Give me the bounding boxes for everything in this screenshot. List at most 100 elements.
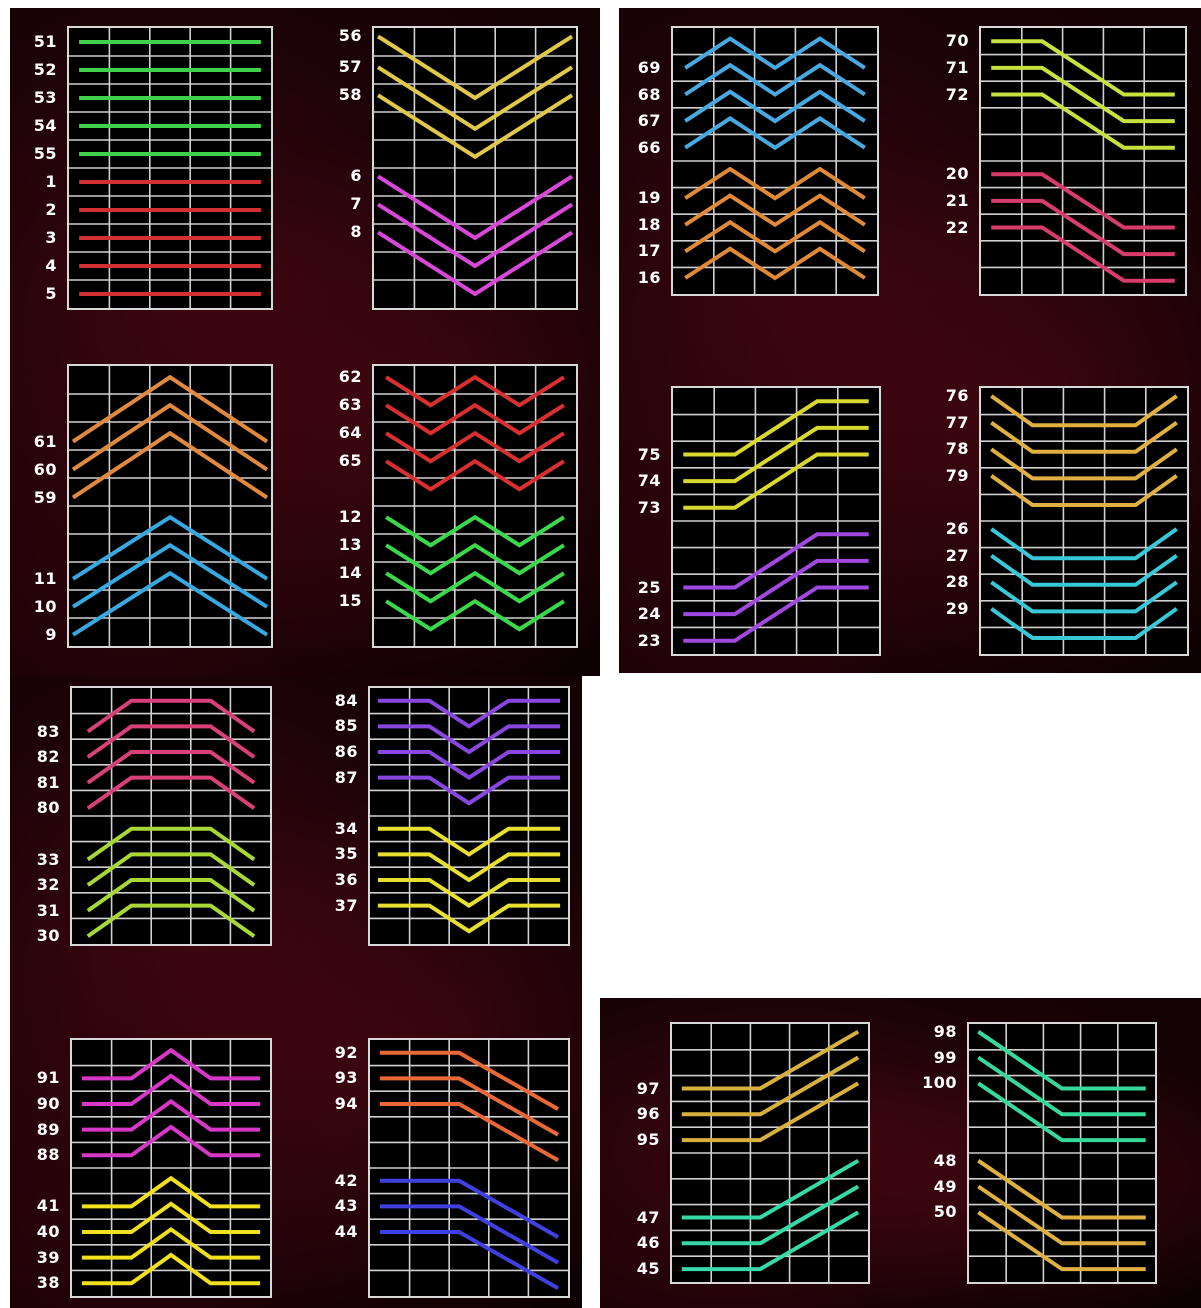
payline-grid	[671, 26, 879, 296]
payline-label: 31	[36, 900, 60, 920]
payline-95	[681, 1081, 860, 1143]
payline-label: 96	[636, 1104, 660, 1124]
payline-label: 12	[338, 507, 362, 527]
payline-label: 79	[945, 465, 969, 485]
payline-label: 43	[334, 1196, 358, 1216]
payline-label: 86	[334, 742, 358, 761]
payline-label: 62	[338, 367, 362, 387]
payline-label: 9	[45, 624, 57, 644]
payline-73	[683, 452, 869, 510]
payline-grid	[70, 686, 272, 946]
payline-label: 11	[33, 568, 57, 588]
payline-label: 26	[945, 519, 969, 538]
payline-label: 8	[350, 222, 362, 242]
payline-31	[86, 878, 256, 913]
payline-39	[81, 1226, 261, 1260]
payline-93	[379, 1076, 560, 1137]
payline-label: 83	[36, 721, 60, 741]
payline-60	[71, 402, 269, 472]
payline-panel: 69 68 67 66 19 18 17 16 70 71 72 20 21 22 75 74 73 25 24 23…	[619, 8, 1201, 673]
payline-label: 87	[334, 767, 358, 787]
payline-84	[377, 698, 561, 729]
payline-21	[991, 198, 1175, 257]
payline-label: 64	[338, 423, 362, 443]
payline-38	[81, 1252, 261, 1286]
payline-panel: 83 82 81 80 33 32 31 30 84 85 86 87 34 35 36 37 91 90 89 88…	[10, 676, 582, 1308]
payline-label: 55	[33, 144, 57, 163]
payline-69	[684, 36, 866, 71]
payline-97	[681, 1029, 860, 1091]
payline-label: 69	[637, 57, 661, 77]
payline-grid-svg	[370, 688, 568, 944]
payline-label: 47	[636, 1207, 660, 1227]
payline-label: 36	[334, 870, 358, 889]
payline-label: 81	[36, 772, 60, 792]
payline-label: 29	[945, 598, 969, 618]
payline-label: 27	[945, 545, 969, 565]
payline-41	[81, 1175, 261, 1209]
payline-grid	[967, 1022, 1157, 1284]
payline-13	[385, 542, 565, 576]
payline-45	[681, 1210, 860, 1272]
payline-label: 7	[350, 194, 362, 214]
payline-label: 25	[637, 577, 661, 597]
payline-label: 89	[36, 1119, 60, 1139]
payline-11	[71, 514, 269, 581]
payline-label: 75	[637, 444, 661, 464]
payline-label: 30	[36, 926, 60, 946]
payline-65	[385, 458, 565, 492]
payline-81	[86, 750, 256, 785]
payline-grid	[372, 26, 578, 310]
payline-91	[81, 1047, 261, 1081]
payline-grid	[70, 1038, 272, 1298]
payline-label: 49	[933, 1176, 957, 1196]
payline-label: 100	[922, 1073, 957, 1093]
payline-34	[377, 826, 561, 857]
payline-30	[86, 903, 256, 938]
payline-8	[376, 230, 574, 297]
payline-grid-svg	[981, 388, 1187, 654]
payline-label: 77	[945, 412, 969, 432]
payline-grid	[67, 26, 273, 310]
payline-29	[990, 607, 1178, 640]
payline-label: 18	[637, 214, 661, 234]
payline-grid-svg	[72, 1040, 270, 1296]
payline-22	[991, 225, 1175, 283]
payline-label: 80	[36, 798, 60, 818]
payline-23	[683, 585, 869, 643]
payline-78	[990, 447, 1178, 481]
payline-44	[379, 1230, 560, 1291]
payline-27	[990, 553, 1178, 587]
payline-88	[81, 1124, 261, 1158]
payline-grid-svg	[370, 1040, 568, 1296]
payline-label: 76	[945, 386, 969, 405]
payline-label: 10	[33, 596, 57, 616]
payline-grid	[979, 26, 1187, 296]
payline-16	[684, 246, 866, 281]
payline-49	[977, 1184, 1146, 1246]
payline-panel: 51 52 53 54 55 1 2 3 4 5 56 57 58 6 7 8 61 60 59 11 10 9 62 63 6…	[10, 8, 600, 676]
payline-12	[385, 514, 565, 548]
payline-label: 66	[637, 137, 661, 157]
payline-label: 24	[637, 604, 661, 624]
payline-label: 59	[33, 487, 57, 507]
payline-68	[684, 62, 866, 97]
payline-label: 88	[36, 1145, 60, 1165]
payline-99	[977, 1055, 1146, 1117]
payline-24	[683, 558, 869, 617]
payline-72	[991, 92, 1175, 150]
payline-47	[681, 1158, 860, 1220]
payline-label: 4	[45, 256, 57, 275]
payline-grid	[979, 386, 1189, 656]
payline-label: 40	[36, 1222, 60, 1241]
payline-grid-svg	[69, 28, 271, 308]
payline-grid	[671, 386, 881, 656]
payline-43	[379, 1204, 560, 1265]
payline-grid	[670, 1022, 870, 1284]
payline-9	[71, 570, 269, 637]
payline-62	[385, 374, 565, 408]
payline-17	[684, 219, 866, 254]
payline-label: 67	[637, 111, 661, 131]
payline-grid	[368, 1038, 570, 1298]
payline-94	[379, 1102, 560, 1163]
